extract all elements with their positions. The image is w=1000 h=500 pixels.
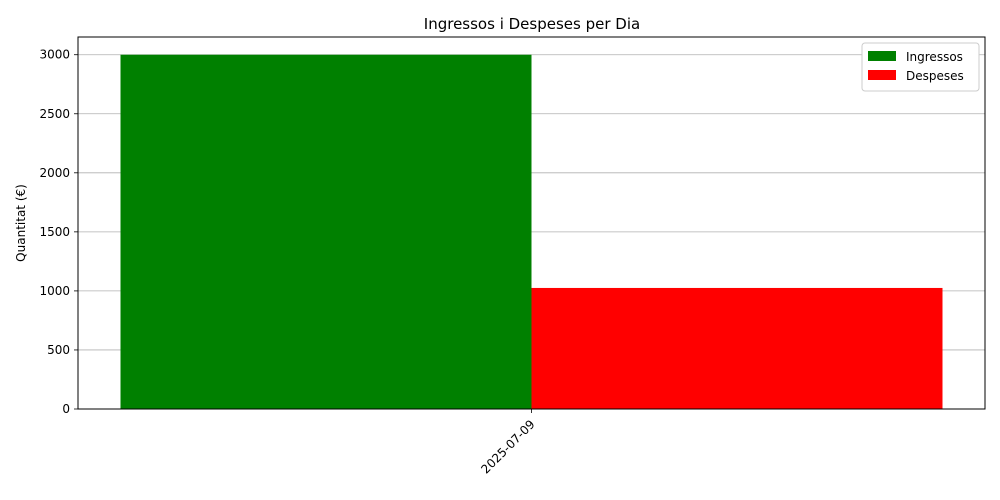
bar-despeses [531, 287, 943, 409]
y-axis-label: Quantitat (€) [14, 184, 28, 262]
legend-label-despeses: Despeses [906, 69, 964, 83]
legend-swatch-ingressos [868, 51, 896, 61]
x-tick-label: 2025-07-09 [478, 417, 537, 476]
bars [120, 54, 943, 409]
legend-swatch-despeses [868, 70, 896, 80]
y-tick-label: 1000 [39, 284, 70, 298]
y-axis-ticks: 0 500 1000 1500 2000 2500 3000 [39, 48, 78, 416]
chart-title: Ingressos i Despeses per Dia [424, 15, 640, 33]
legend: Ingressos Despeses [861, 42, 980, 92]
y-tick-label: 3000 [39, 48, 70, 62]
y-tick-label: 500 [47, 343, 70, 357]
bar-ingressos [120, 54, 532, 409]
y-tick-label: 0 [62, 402, 70, 416]
legend-label-ingressos: Ingressos [906, 50, 963, 64]
y-tick-label: 2000 [39, 166, 70, 180]
y-tick-label: 1500 [39, 225, 70, 239]
x-axis-ticks: 2025-07-09 [478, 409, 538, 476]
y-tick-label: 2500 [39, 107, 70, 121]
